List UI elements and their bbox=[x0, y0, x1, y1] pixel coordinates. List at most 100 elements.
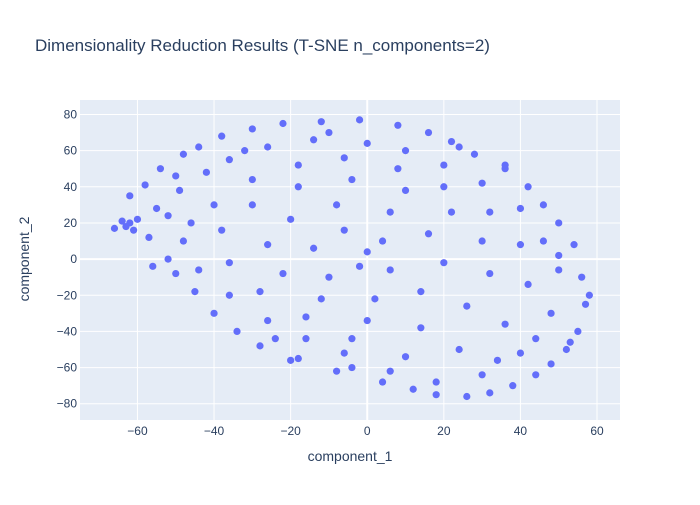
scatter-point[interactable] bbox=[493, 356, 502, 364]
scatter-point[interactable] bbox=[424, 230, 433, 238]
scatter-point[interactable] bbox=[386, 367, 394, 375]
scatter-point[interactable] bbox=[179, 150, 188, 158]
scatter-point[interactable] bbox=[294, 161, 302, 169]
scatter-point[interactable] bbox=[294, 354, 302, 363]
scatter-point[interactable] bbox=[202, 168, 210, 176]
scatter-point[interactable] bbox=[486, 208, 494, 216]
scatter-point[interactable] bbox=[516, 349, 525, 357]
scatter-point[interactable] bbox=[191, 288, 199, 296]
scatter-point[interactable] bbox=[363, 248, 371, 256]
scatter-point[interactable] bbox=[287, 356, 295, 364]
scatter-point[interactable] bbox=[233, 327, 241, 336]
scatter-point[interactable] bbox=[532, 335, 540, 343]
scatter-point[interactable] bbox=[110, 224, 119, 232]
scatter-point[interactable] bbox=[478, 371, 486, 379]
scatter-point[interactable] bbox=[310, 136, 318, 144]
scatter-point[interactable] bbox=[440, 161, 448, 169]
scatter-point[interactable] bbox=[156, 165, 165, 173]
scatter-point[interactable] bbox=[187, 219, 195, 227]
scatter-point[interactable] bbox=[248, 175, 256, 184]
scatter-point[interactable] bbox=[118, 217, 126, 225]
scatter-point[interactable] bbox=[195, 266, 203, 274]
scatter-point[interactable] bbox=[317, 295, 325, 303]
scatter-point[interactable] bbox=[141, 181, 149, 189]
scatter-point[interactable] bbox=[447, 208, 456, 216]
scatter-point[interactable] bbox=[264, 143, 272, 151]
scatter-point[interactable] bbox=[524, 280, 532, 289]
scatter-point[interactable] bbox=[562, 345, 570, 354]
scatter-point[interactable] bbox=[340, 226, 348, 234]
scatter-point[interactable] bbox=[210, 309, 218, 317]
scatter-point[interactable] bbox=[409, 385, 417, 393]
scatter-point[interactable] bbox=[145, 233, 153, 242]
scatter-point[interactable] bbox=[585, 291, 593, 299]
scatter-point[interactable] bbox=[348, 335, 356, 343]
scatter-point[interactable] bbox=[126, 192, 134, 200]
scatter-point[interactable] bbox=[455, 345, 463, 354]
scatter-point[interactable] bbox=[394, 165, 402, 173]
scatter-point[interactable] bbox=[401, 353, 410, 361]
scatter-point[interactable] bbox=[332, 201, 341, 209]
scatter-point[interactable] bbox=[378, 237, 387, 245]
scatter-point[interactable] bbox=[555, 251, 563, 260]
scatter-point[interactable] bbox=[149, 262, 157, 270]
scatter-point[interactable] bbox=[348, 175, 356, 184]
scatter-point[interactable] bbox=[271, 335, 279, 343]
scatter-point[interactable] bbox=[417, 288, 425, 296]
scatter-point[interactable] bbox=[501, 320, 509, 328]
scatter-point[interactable] bbox=[332, 367, 341, 375]
scatter-point[interactable] bbox=[225, 259, 233, 267]
scatter-point[interactable] bbox=[447, 137, 456, 146]
scatter-point[interactable] bbox=[509, 382, 517, 390]
scatter-point[interactable] bbox=[225, 156, 233, 164]
scatter-point[interactable] bbox=[547, 309, 555, 317]
scatter-point[interactable] bbox=[394, 121, 402, 129]
scatter-point[interactable] bbox=[355, 262, 364, 270]
scatter-point[interactable] bbox=[371, 295, 379, 303]
scatter-point[interactable] bbox=[175, 186, 184, 194]
scatter-point[interactable] bbox=[463, 302, 471, 310]
scatter-point[interactable] bbox=[578, 273, 586, 281]
scatter-point[interactable] bbox=[417, 324, 425, 332]
scatter-point[interactable] bbox=[555, 266, 563, 274]
scatter-point[interactable] bbox=[264, 241, 272, 249]
scatter-point[interactable] bbox=[401, 147, 410, 155]
scatter-point[interactable] bbox=[570, 241, 578, 249]
scatter-point[interactable] bbox=[152, 204, 161, 213]
scatter-point[interactable] bbox=[355, 116, 364, 124]
scatter-point[interactable] bbox=[501, 161, 509, 169]
scatter-point[interactable] bbox=[574, 327, 582, 336]
scatter-point[interactable] bbox=[248, 201, 256, 209]
scatter-point[interactable] bbox=[547, 360, 555, 368]
scatter-point[interactable] bbox=[310, 244, 318, 252]
scatter-point[interactable] bbox=[440, 183, 448, 191]
scatter-point[interactable] bbox=[225, 291, 233, 299]
scatter-point[interactable] bbox=[317, 118, 325, 126]
scatter-point[interactable] bbox=[386, 266, 394, 274]
scatter-point[interactable] bbox=[539, 201, 548, 209]
scatter-point[interactable] bbox=[539, 237, 548, 245]
scatter-point[interactable] bbox=[340, 154, 348, 162]
scatter-point[interactable] bbox=[378, 378, 387, 386]
scatter-point[interactable] bbox=[210, 201, 218, 209]
scatter-point[interactable] bbox=[133, 215, 142, 223]
scatter-point[interactable] bbox=[486, 389, 494, 397]
scatter-point[interactable] bbox=[524, 183, 532, 191]
scatter-point[interactable] bbox=[164, 255, 172, 263]
scatter-point[interactable] bbox=[302, 313, 310, 321]
scatter-point[interactable] bbox=[256, 288, 264, 296]
scatter-point[interactable] bbox=[302, 335, 310, 343]
scatter-point[interactable] bbox=[424, 128, 433, 137]
scatter-point[interactable] bbox=[516, 204, 525, 213]
scatter-point[interactable] bbox=[386, 208, 394, 216]
scatter-point[interactable] bbox=[218, 132, 226, 140]
scatter-point[interactable] bbox=[463, 392, 471, 401]
scatter-point[interactable] bbox=[179, 237, 188, 245]
scatter-point[interactable] bbox=[348, 363, 356, 372]
scatter-point[interactable] bbox=[455, 143, 463, 151]
scatter-point[interactable] bbox=[256, 342, 264, 350]
scatter-point[interactable] bbox=[248, 125, 256, 133]
scatter-point[interactable] bbox=[218, 226, 226, 234]
scatter-point[interactable] bbox=[486, 269, 494, 278]
scatter-point[interactable] bbox=[279, 119, 287, 128]
